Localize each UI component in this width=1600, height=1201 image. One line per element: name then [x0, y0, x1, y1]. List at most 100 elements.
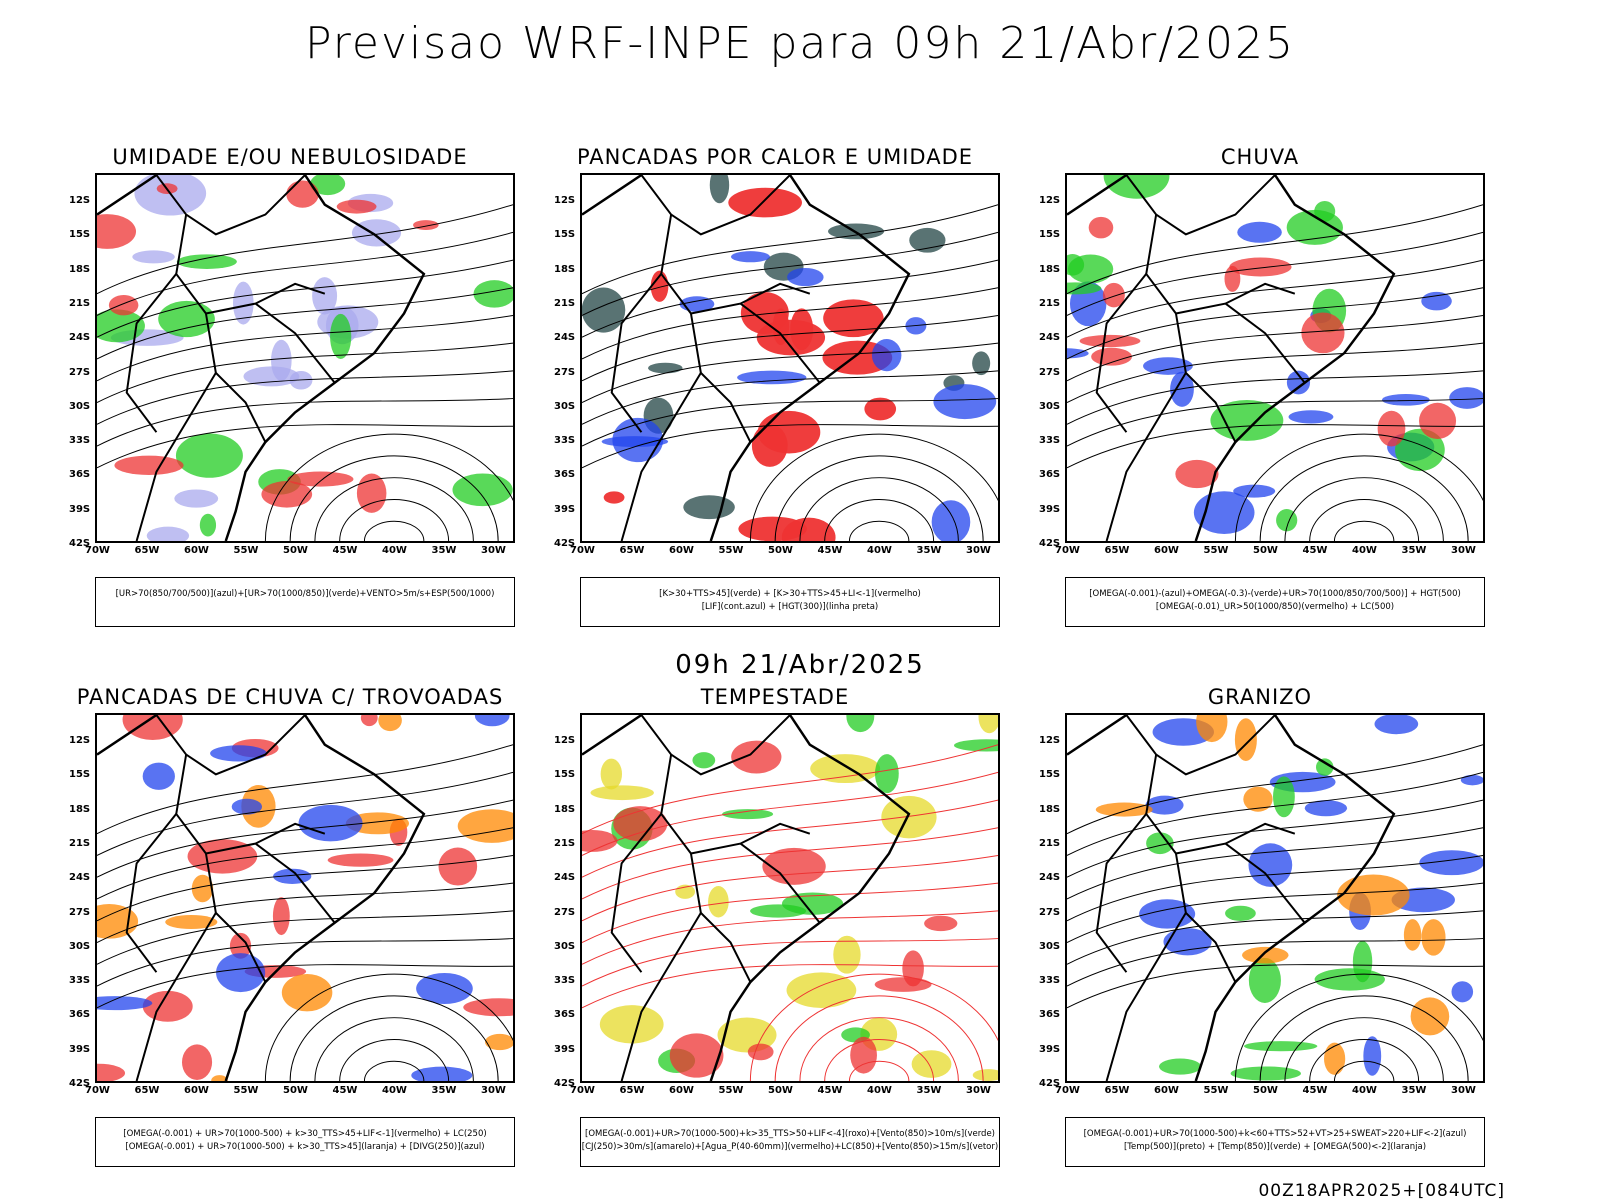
contour-ring: [1333, 520, 1395, 541]
field-blob: [1395, 428, 1445, 472]
legend-line-2: [CJ(250)>30m/s](amarelo)+[Agua_P(40-60mm…: [581, 1142, 999, 1152]
field-blob: [924, 915, 958, 932]
contour-line: [1067, 370, 1483, 425]
panel-4: PANCADAS DE CHUVA C/ TROVOADAS 12S 15S 18S 2…: [69, 685, 515, 1175]
field-blob: [909, 227, 946, 253]
lon-tick-label: 50W: [283, 1085, 308, 1096]
contour-line: [582, 259, 998, 338]
lat-tick-label: 42S: [554, 1078, 576, 1089]
contour-line: [1067, 854, 1483, 922]
field-blob: [648, 362, 683, 374]
contour-line: [582, 314, 998, 382]
coastline: [97, 175, 426, 541]
lat-tick-label: 27S: [69, 366, 91, 378]
lat-tick-label: 15S: [1039, 229, 1061, 241]
lat-tick-label: 42S: [1039, 538, 1061, 549]
country-border: [135, 372, 217, 541]
field-blob: [463, 998, 513, 1017]
contour-ring: [1309, 1038, 1420, 1081]
contour-ring: [774, 455, 984, 541]
lon-tick-label: 70W: [570, 1085, 595, 1096]
lat-tick-label: 39S: [69, 1043, 91, 1055]
field-blob: [728, 187, 802, 218]
country-border: [155, 175, 306, 236]
field-blob: [261, 481, 313, 508]
country-border: [1145, 754, 1296, 855]
contour-line: [97, 314, 513, 382]
panel-3: CHUVA 12S 15S 18S 21S 24S 27S 30S 33S 36S 39S 42S 70…: [1039, 145, 1485, 635]
legend-line-2: [LIF](cont.azul) + [HGT(300)](linha pret…: [701, 602, 879, 612]
contour-line: [1067, 259, 1483, 338]
contour-ring: [339, 1038, 450, 1081]
field-blob: [722, 809, 774, 820]
lon-tick-label: 65W: [619, 545, 645, 556]
panel-legend: [OMEGA(-0.001)-(azul)+OMEGA(-0.3)-(verde…: [1065, 577, 1485, 627]
lat-tick-label: 15S: [69, 229, 91, 241]
lon-tick-label: 35W: [1401, 545, 1427, 556]
field-blob: [1410, 997, 1450, 1036]
contour-line: [1067, 231, 1483, 316]
panel-1: UMIDADE E/OU NEBULOSIDADE 12S 15S 18S 21S 24S…: [69, 145, 515, 635]
contour-line: [582, 424, 998, 469]
lat-tick-label: 24S: [69, 332, 91, 344]
contour-line: [1067, 398, 1483, 447]
field-blob: [97, 1063, 126, 1081]
field-blob: [411, 1066, 473, 1081]
country-border: [689, 313, 752, 443]
contour-line: [97, 910, 513, 965]
contour-line: [1067, 964, 1483, 1009]
lon-tick-label: 45W: [332, 1085, 358, 1096]
field-blob: [1243, 1041, 1318, 1052]
contour-line: [582, 287, 998, 360]
map-graphic: [582, 715, 998, 1081]
field-blob: [142, 762, 175, 790]
coastline: [582, 175, 911, 541]
field-blob: [272, 897, 290, 936]
lat-tick-label: 39S: [1039, 503, 1061, 515]
contour-line: [582, 964, 998, 1009]
panel-legend: [UR>70(850/700/500)](azul)+[UR>70(1000/8…: [95, 577, 515, 627]
field-blob: [452, 473, 513, 507]
contour-line: [97, 204, 513, 295]
lat-tick-label: 15S: [1039, 769, 1061, 781]
contour-line: [97, 938, 513, 987]
country-border: [175, 754, 326, 855]
coastline: [582, 715, 911, 1081]
lon-tick-label: 40W: [1352, 1085, 1377, 1096]
field-blob: [972, 351, 991, 376]
field-blob: [1088, 216, 1114, 239]
contour-ring: [774, 995, 984, 1081]
field-blob: [199, 513, 217, 537]
field-blob: [146, 526, 190, 541]
contour-line: [97, 771, 513, 856]
lat-tick-label: 18S: [554, 803, 576, 815]
field-blob: [416, 972, 473, 1005]
forecast-map: [95, 173, 515, 543]
panel-title: CHUVA: [1220, 145, 1300, 169]
lon-tick-label: 35W: [431, 1085, 457, 1096]
field-blob: [810, 754, 881, 784]
field-blob: [1301, 312, 1345, 354]
field-blob: [1363, 1036, 1382, 1076]
lon-tick-label: 30W: [1451, 545, 1476, 556]
contour-ring: [264, 973, 513, 1081]
field-blob: [191, 874, 214, 903]
contour-line: [582, 398, 998, 447]
field-blob: [1145, 795, 1184, 815]
panel-title: TEMPESTADE: [700, 685, 850, 709]
field-blob: [1403, 919, 1422, 951]
field-blob: [281, 973, 333, 1012]
field-blob: [1381, 394, 1430, 406]
field-blob: [413, 220, 439, 230]
field-blob: [351, 219, 402, 247]
map-graphic: [1067, 715, 1483, 1081]
field-blob: [850, 1036, 877, 1074]
field-blob: [582, 829, 618, 852]
lat-tick-label: 21S: [554, 837, 576, 849]
legend-line-1: [OMEGA(-0.001)+UR>70(1000-500)+k<60+TTS>…: [1083, 1129, 1467, 1139]
field-blob: [1316, 758, 1334, 776]
forecast-map: [1065, 173, 1485, 543]
lon-tick-label: 30W: [481, 545, 506, 556]
contour-ring: [363, 1060, 425, 1081]
field-blob: [757, 410, 821, 454]
